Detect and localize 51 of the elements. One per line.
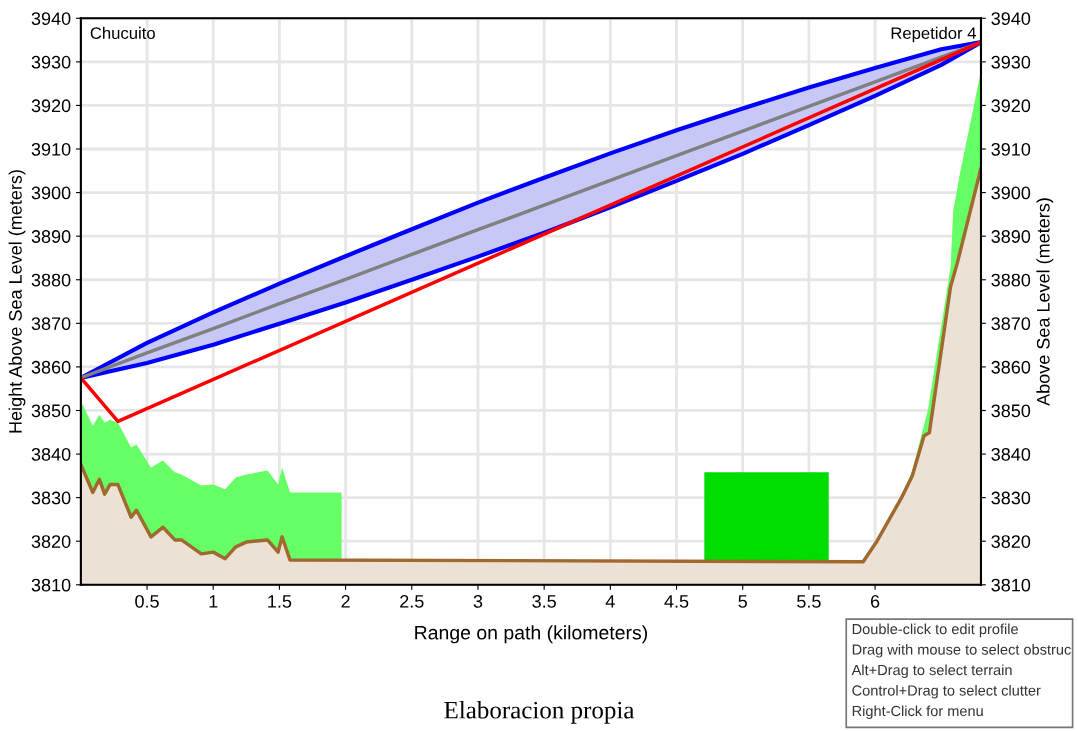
y2-tick-label: 3870	[991, 317, 1031, 331]
y-tick-label: 3820	[31, 535, 71, 548]
y2-tick-label: 3840	[991, 448, 1031, 461]
x-tick-label: 2	[341, 595, 350, 608]
x-tick-label: 3.5	[532, 595, 556, 608]
y-tick-label: 3830	[31, 491, 71, 505]
x-tick-label: 1	[209, 595, 218, 608]
y-tick-label: 3870	[31, 317, 71, 331]
x-axis-title: Range on path (kilometers)	[415, 625, 647, 644]
x-tick-label: 4.5	[664, 595, 689, 608]
y-tick-label: 3940	[31, 12, 71, 25]
text: Drag with mouse to select obstruc	[852, 644, 1071, 658]
y-tick-label: 3900	[31, 186, 71, 200]
text: Right-Click for menu	[852, 705, 983, 720]
x-tick-label: 1.5	[268, 595, 292, 608]
y-tick-label: 3810	[31, 578, 71, 592]
y-tick-label: 3890	[31, 230, 71, 243]
y-tick-label: 3930	[31, 55, 71, 69]
y-tick-label: 3920	[31, 99, 71, 113]
y2-tick-label: 3810	[991, 578, 1031, 592]
y2-tick-label: 3910	[991, 142, 1031, 156]
y2-axis-title: Above Sea Level (meters)	[1036, 198, 1054, 406]
x-tick-label: 6	[870, 595, 880, 608]
x-tick-label: 5	[738, 595, 747, 608]
y2-tick-label: 3930	[991, 55, 1031, 69]
y2-tick-label: 3820	[991, 535, 1031, 548]
text: Elaboracion propia	[444, 701, 635, 724]
x-tick-label: 4	[605, 595, 615, 608]
y-axis-title: Height Above Sea Level (meters)	[8, 170, 26, 433]
x-tick-label: 3	[473, 595, 483, 608]
y-tick-label: 3850	[31, 404, 71, 418]
y2-tick-label: 3900	[991, 186, 1031, 200]
x-tick-label: 2.5	[400, 595, 424, 608]
y2-tick-label: 3880	[991, 273, 1031, 287]
y-tick-label: 3910	[31, 142, 71, 156]
y2-tick-label: 3920	[991, 99, 1031, 113]
text: Control+Drag to select clutter	[852, 684, 1041, 699]
y2-tick-label: 3830	[991, 491, 1031, 505]
annotation: Chucuito	[90, 26, 155, 40]
y2-tick-label: 3850	[991, 404, 1031, 418]
y-tick-label: 3860	[31, 360, 71, 374]
y2-tick-label: 3890	[991, 230, 1031, 243]
y-tick-label: 3880	[31, 273, 71, 287]
x-tick-label: 5.5	[797, 595, 821, 608]
y2-tick-label: 3940	[991, 12, 1031, 25]
text: Double-click to edit profile	[852, 623, 1018, 638]
y-tick-label: 3840	[31, 448, 71, 461]
x-tick-label: 0.5	[135, 595, 159, 608]
y2-tick-label: 3860	[991, 360, 1031, 374]
text: Alt+Drag to select terrain	[851, 664, 1012, 679]
annotation: Repetidor 4	[891, 26, 976, 43]
